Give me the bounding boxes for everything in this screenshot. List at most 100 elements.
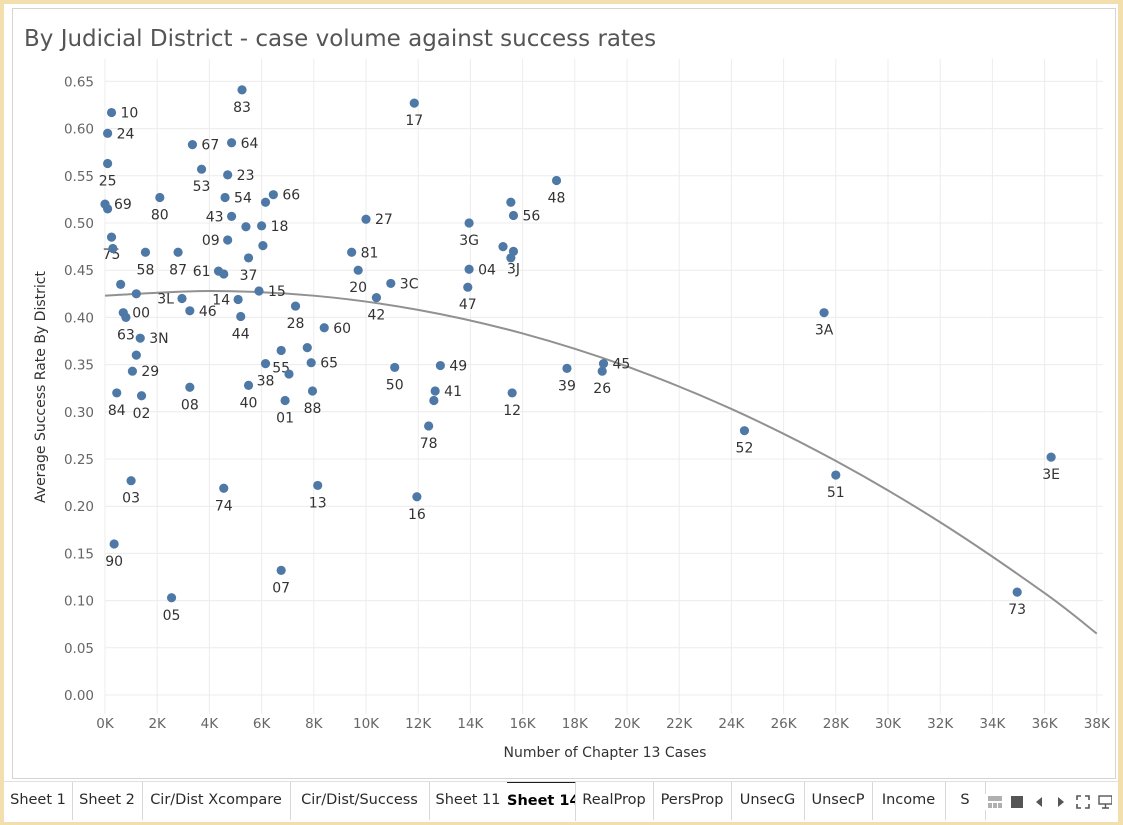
data-point[interactable]: 18 bbox=[257, 219, 288, 235]
point-marker[interactable] bbox=[243, 380, 254, 390]
point-marker[interactable] bbox=[258, 241, 268, 251]
data-point[interactable]: 37 bbox=[240, 253, 258, 284]
data-point[interactable]: 73 bbox=[1008, 587, 1026, 619]
data-point[interactable] bbox=[116, 279, 126, 289]
point-marker[interactable] bbox=[1046, 452, 1056, 462]
point-marker[interactable] bbox=[562, 363, 572, 373]
point-marker[interactable] bbox=[551, 175, 562, 186]
data-point[interactable]: 42 bbox=[368, 292, 386, 324]
point-marker[interactable] bbox=[131, 289, 141, 299]
presentation-mode-icon[interactable] bbox=[1098, 795, 1112, 809]
data-point[interactable]: 14 bbox=[212, 292, 243, 308]
data-point[interactable] bbox=[302, 343, 312, 353]
sheet-tab[interactable]: Cir/Dist/Success bbox=[290, 782, 430, 820]
sheet-tab[interactable]: PersProp bbox=[653, 782, 732, 820]
data-point[interactable]: 53 bbox=[193, 164, 211, 196]
data-point[interactable]: 90 bbox=[105, 539, 123, 570]
data-point[interactable]: 16 bbox=[408, 492, 426, 523]
point-marker[interactable] bbox=[237, 85, 247, 95]
point-marker[interactable] bbox=[386, 278, 396, 289]
point-marker[interactable] bbox=[121, 312, 131, 322]
data-point[interactable] bbox=[284, 369, 294, 379]
data-point[interactable]: 03 bbox=[122, 476, 140, 507]
data-point[interactable]: 81 bbox=[347, 245, 378, 261]
data-point[interactable]: 24 bbox=[103, 126, 135, 142]
point-marker[interactable] bbox=[219, 269, 229, 279]
point-marker[interactable] bbox=[226, 138, 237, 148]
point-marker[interactable] bbox=[435, 360, 445, 371]
data-point[interactable]: 07 bbox=[272, 565, 290, 597]
data-point[interactable]: 61 bbox=[193, 264, 224, 280]
point-marker[interactable] bbox=[108, 243, 118, 254]
point-marker[interactable] bbox=[106, 107, 117, 118]
show-tabs-icon[interactable] bbox=[1010, 795, 1024, 809]
point-marker[interactable] bbox=[508, 210, 519, 221]
data-point[interactable]: 17 bbox=[405, 98, 423, 130]
sheet-tab[interactable]: Sheet 11 bbox=[429, 782, 508, 820]
data-point[interactable]: 58 bbox=[137, 247, 155, 279]
point-marker[interactable] bbox=[429, 395, 439, 406]
point-marker[interactable] bbox=[409, 98, 419, 108]
point-marker[interactable] bbox=[254, 286, 264, 296]
point-marker[interactable] bbox=[319, 323, 329, 333]
data-point[interactable]: 80 bbox=[151, 192, 169, 224]
data-point[interactable]: 3E bbox=[1042, 452, 1060, 484]
data-point[interactable] bbox=[506, 253, 516, 263]
point-marker[interactable] bbox=[412, 492, 422, 502]
data-point[interactable]: 23 bbox=[223, 168, 254, 184]
point-marker[interactable] bbox=[306, 358, 316, 368]
point-marker[interactable] bbox=[185, 306, 195, 316]
point-marker[interactable] bbox=[135, 333, 145, 343]
data-point[interactable]: 47 bbox=[459, 282, 477, 314]
data-point[interactable]: 25 bbox=[99, 158, 117, 190]
point-marker[interactable] bbox=[353, 265, 363, 275]
point-marker[interactable] bbox=[136, 391, 147, 401]
data-point[interactable]: 84 bbox=[108, 388, 126, 419]
point-marker[interactable] bbox=[276, 345, 286, 356]
point-marker[interactable] bbox=[112, 388, 122, 398]
data-point[interactable]: 48 bbox=[548, 175, 566, 207]
data-point[interactable]: 26 bbox=[593, 366, 611, 398]
next-sheet-icon[interactable] bbox=[1054, 795, 1068, 809]
data-point[interactable]: 27 bbox=[361, 212, 393, 228]
data-point[interactable]: 04 bbox=[464, 262, 496, 278]
data-point[interactable] bbox=[108, 243, 118, 254]
point-marker[interactable] bbox=[268, 190, 278, 200]
point-marker[interactable] bbox=[597, 366, 607, 376]
data-point[interactable]: 43 bbox=[206, 209, 237, 225]
point-marker[interactable] bbox=[430, 386, 440, 396]
point-marker[interactable] bbox=[361, 214, 371, 224]
point-marker[interactable] bbox=[196, 164, 207, 174]
point-marker[interactable] bbox=[226, 211, 237, 221]
data-point[interactable]: 88 bbox=[304, 386, 322, 417]
point-marker[interactable] bbox=[307, 386, 318, 396]
point-marker[interactable] bbox=[223, 170, 233, 180]
sheet-tab[interactable]: Sheet 1 bbox=[4, 782, 73, 820]
data-point[interactable]: 60 bbox=[319, 321, 351, 337]
sheet-tab[interactable]: Sheet 2 bbox=[72, 782, 143, 820]
point-marker[interactable] bbox=[424, 421, 434, 431]
point-marker[interactable] bbox=[127, 366, 138, 376]
point-marker[interactable] bbox=[260, 359, 271, 369]
data-point[interactable] bbox=[498, 242, 508, 252]
data-point[interactable] bbox=[131, 289, 141, 299]
data-point[interactable] bbox=[219, 269, 229, 279]
point-marker[interactable] bbox=[464, 264, 474, 274]
point-marker[interactable] bbox=[223, 235, 233, 245]
point-marker[interactable] bbox=[220, 192, 230, 203]
point-marker[interactable] bbox=[131, 350, 141, 360]
data-point[interactable]: 64 bbox=[226, 136, 259, 152]
point-marker[interactable] bbox=[177, 293, 187, 304]
point-marker[interactable] bbox=[1012, 587, 1022, 597]
sheet-tab[interactable]: Sheet 14 bbox=[507, 782, 576, 821]
point-marker[interactable] bbox=[185, 382, 195, 392]
data-point[interactable]: 20 bbox=[349, 265, 367, 297]
data-point[interactable]: 3L bbox=[157, 292, 187, 308]
point-marker[interactable] bbox=[173, 247, 183, 257]
data-point[interactable] bbox=[103, 204, 113, 214]
data-point[interactable]: 3C bbox=[386, 276, 419, 292]
data-point[interactable]: 45 bbox=[598, 357, 630, 373]
sheet-tab[interactable]: UnsecG bbox=[731, 782, 805, 820]
point-marker[interactable] bbox=[313, 480, 323, 491]
data-point[interactable]: 66 bbox=[268, 188, 301, 204]
